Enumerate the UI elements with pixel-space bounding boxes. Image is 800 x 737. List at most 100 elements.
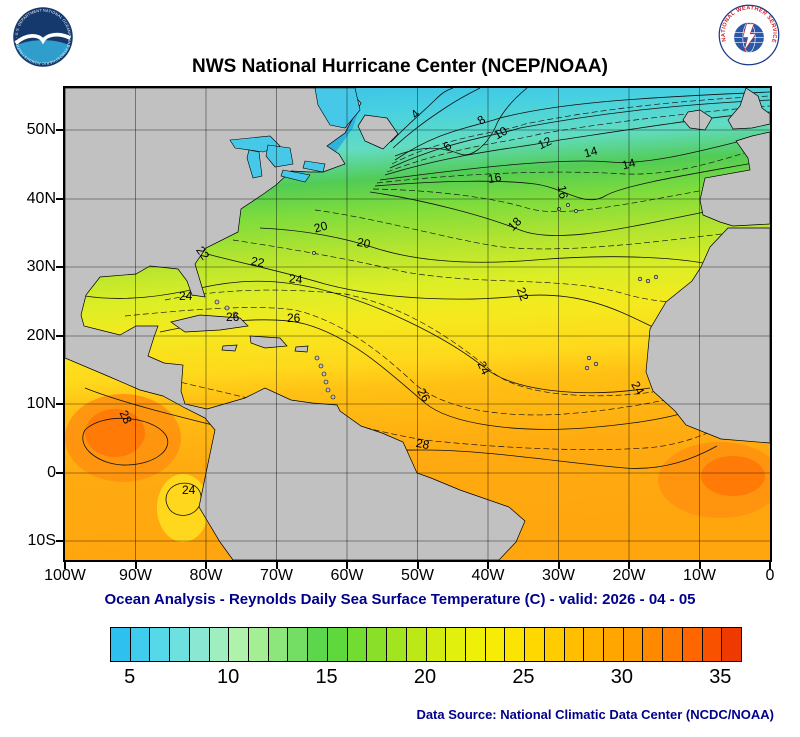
y-axis-tick — [56, 129, 63, 131]
colorbar-cell — [209, 628, 230, 661]
colorbar-label: 25 — [512, 666, 535, 688]
contour-label: 16 — [554, 184, 571, 200]
y-axis-label: 0 — [47, 464, 56, 481]
x-axis-tick — [205, 562, 207, 569]
colorbar-cell — [327, 628, 348, 661]
colorbar-cell — [663, 628, 683, 661]
colorbar-cell — [564, 628, 585, 661]
colorbar-cell — [623, 628, 644, 661]
x-axis-label: 40W — [471, 567, 505, 584]
y-axis-label: 30N — [26, 258, 56, 275]
contour-label: 6 — [440, 138, 455, 154]
x-axis-tick — [769, 562, 771, 569]
y-axis-label: 10N — [26, 395, 56, 412]
land-cuba — [170, 314, 249, 333]
small-islands — [214, 203, 659, 400]
sst-map — [65, 88, 770, 560]
y-axis-tick — [56, 540, 63, 542]
contour-label: 18 — [505, 214, 525, 234]
x-axis-tick — [557, 562, 560, 569]
colorbar-label: 10 — [217, 666, 240, 688]
y-axis-tick — [56, 198, 63, 200]
lightning-bolt-icon — [742, 23, 757, 52]
x-axis-label: 20W — [612, 567, 646, 584]
colorbar-cell — [722, 628, 741, 661]
colorbar-cell — [288, 628, 309, 661]
map-plot: 4 6 8 10 12 14 14 16 16 18 20 20 22 22 24 24 26 26 22 24 26 2… — [63, 86, 772, 562]
colorbar-label: 35 — [709, 666, 732, 688]
x-axis-label: 30W — [542, 567, 575, 584]
contour-label: 22 — [513, 285, 532, 303]
colorbar-label: 5 — [124, 666, 136, 688]
colorbar-cell — [111, 628, 131, 661]
contour-label: 14 — [620, 155, 637, 173]
nws-logo: NATIONAL WEATHER SERVICE — [718, 4, 780, 66]
x-axis-label: 80W — [189, 567, 223, 584]
land-hispaniola — [249, 335, 288, 349]
colorbar-cell — [268, 628, 289, 661]
contour-label: 22 — [249, 253, 266, 271]
contour-label: 26 — [287, 311, 301, 325]
data-source: Data Source: National Climatic Data Cent… — [416, 707, 774, 722]
x-axis-tick — [346, 562, 348, 569]
contour-label: 24 — [628, 378, 648, 398]
x-axis-tick — [487, 562, 489, 569]
y-axis-label: 10S — [27, 532, 56, 549]
contour-label: 14 — [582, 143, 599, 161]
noaa-logo-sea — [15, 40, 71, 64]
colorbar-cell — [485, 628, 506, 661]
colorbar-cell — [643, 628, 664, 661]
x-axis-tick — [698, 562, 701, 569]
colorbar-cell — [682, 628, 703, 661]
land-puerto-rico — [294, 345, 309, 353]
y-axis-tick — [56, 266, 63, 268]
y-axis-tick — [56, 403, 63, 405]
colorbar-cell — [150, 628, 171, 661]
colorbar-cell — [603, 628, 624, 661]
x-axis-label: 10W — [683, 567, 716, 584]
land-france-iberia — [699, 131, 770, 227]
colorbar-cell — [130, 628, 151, 661]
colorbar-label: 20 — [413, 666, 437, 688]
colorbar-cell — [584, 628, 604, 661]
contour-label: 22 — [193, 243, 213, 263]
land-britain — [727, 88, 770, 130]
contour-label: 28 — [116, 407, 135, 427]
contour-label: 12 — [535, 133, 554, 153]
colorbar-cell — [406, 628, 427, 661]
lake-ontario — [302, 160, 326, 173]
x-axis-label: 90W — [119, 567, 152, 584]
colorbar-cell — [465, 628, 486, 661]
noaa-logo: NATIONAL OCEANIC AND ATMOSPHERIC ADMINIS… — [12, 6, 73, 67]
y-axis-label: 20N — [26, 327, 56, 344]
x-axis-tick — [628, 562, 630, 569]
subtitle: Ocean Analysis - Reynolds Daily Sea Surf… — [104, 591, 696, 608]
land-jamaica — [221, 344, 238, 352]
x-axis-tick — [64, 562, 66, 569]
colorbar-cell — [525, 628, 545, 661]
y-axis-tick — [56, 335, 63, 337]
lake-erie — [280, 169, 311, 183]
contour-label: 20 — [355, 234, 372, 252]
contour-label: 8 — [474, 112, 489, 128]
colorbar-label: 15 — [315, 666, 338, 688]
contour-label: 4 — [408, 106, 423, 122]
contour-label: 26 — [414, 385, 434, 405]
y-axis-tick — [56, 472, 63, 474]
lake-huron — [265, 144, 294, 168]
seagull-icon — [14, 32, 72, 45]
x-axis-tick — [134, 562, 137, 569]
lakes-and-bays — [229, 88, 361, 183]
x-axis-label: 70W — [260, 567, 293, 584]
x-axis-label: 50W — [401, 567, 434, 584]
latlon-grid — [65, 88, 770, 560]
colorbar-cell — [347, 628, 368, 661]
y-axis-label: 50N — [26, 121, 56, 138]
lake-michigan — [246, 149, 263, 179]
colorbar-cell — [446, 628, 466, 661]
x-axis-label: 60W — [330, 567, 364, 584]
contour-label: 24 — [288, 271, 303, 287]
colorbar-cell — [308, 628, 328, 661]
page-title: NWS National Hurricane Center (NCEP/NOAA… — [192, 56, 608, 77]
